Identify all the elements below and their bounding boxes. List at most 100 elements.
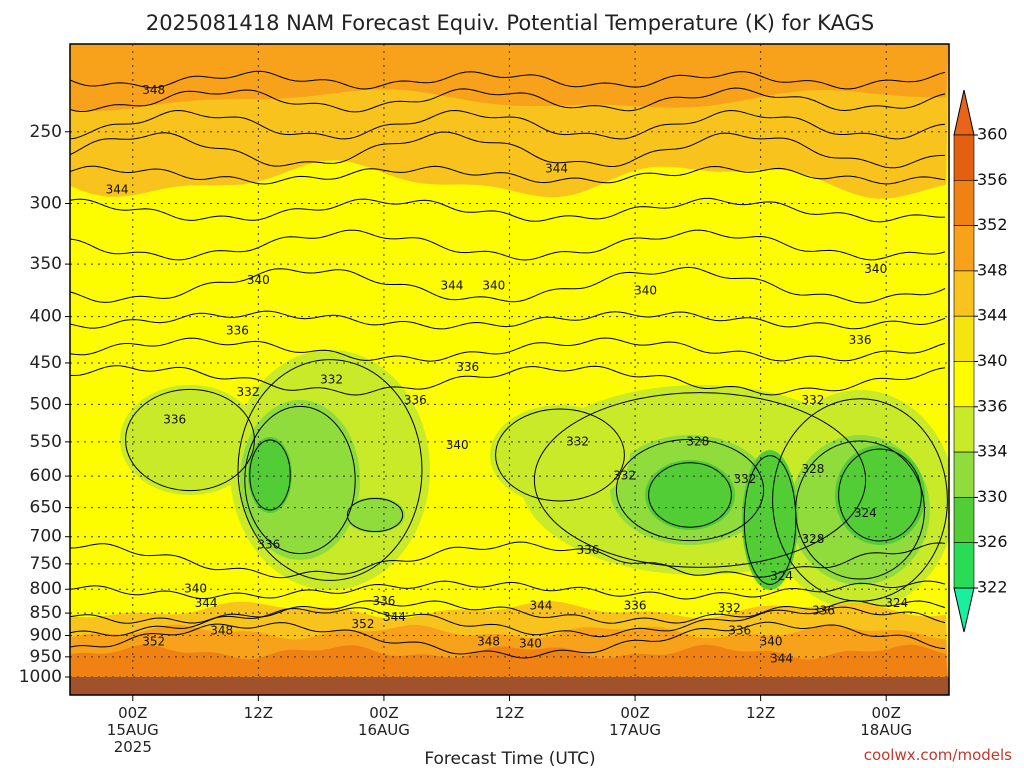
fill-blob <box>835 445 925 545</box>
contour-line <box>70 621 946 659</box>
grid-lines <box>70 44 949 678</box>
contour-label: 336 <box>372 594 395 608</box>
contour-label: 332 <box>718 601 741 615</box>
colorbar-bottom-arrow <box>953 587 975 633</box>
contour-line <box>70 109 946 140</box>
y-tick-label: 800 <box>30 579 62 599</box>
colorbar-label: 326 <box>977 532 1008 551</box>
theta-e-contours <box>70 70 948 659</box>
contour-label: 348 <box>477 635 500 649</box>
contour-label: 352 <box>142 635 165 649</box>
colorbar-segment <box>953 451 975 498</box>
contour-ring <box>772 398 948 602</box>
contour-label: 348 <box>210 624 233 638</box>
contour-ring <box>615 438 765 542</box>
y-tick-label: 600 <box>30 466 62 486</box>
contour-label: 340 <box>519 637 542 651</box>
contour-label: 340 <box>482 278 505 292</box>
colorbar-segment <box>953 497 975 543</box>
y-tick-label: 650 <box>30 498 62 518</box>
contour-line <box>70 541 946 579</box>
y-tick-label: 350 <box>30 254 62 274</box>
x-tick-label: 12Z <box>746 704 775 722</box>
y-tick-label: 450 <box>30 353 62 373</box>
colorbar-segment <box>953 542 975 589</box>
fill-blob <box>490 405 630 505</box>
x-tick-label: 00Z <box>369 704 398 722</box>
contour-line <box>70 337 946 362</box>
contour-label: 348 <box>142 83 165 97</box>
colorbar-segment <box>953 225 975 272</box>
x-tick-label: 18AUG <box>860 721 912 739</box>
x-tick-label: 00Z <box>872 704 901 722</box>
colorbar-segment <box>953 270 975 317</box>
contour-label: 344 <box>383 610 406 624</box>
y-tick-label: 500 <box>30 394 62 414</box>
contour-line <box>70 310 946 330</box>
contour-line <box>70 165 946 185</box>
contour-ring <box>237 359 423 581</box>
contour-label: 324 <box>854 506 877 520</box>
contour-line <box>70 365 946 396</box>
contour-label: 336 <box>849 333 872 347</box>
y-tick-label: 950 <box>30 647 62 667</box>
contour-ring <box>648 462 732 528</box>
colorbar-label: 360 <box>977 125 1008 144</box>
contour-ring <box>495 408 625 502</box>
colorbar: 360 356 352 348 344 340 336 334 330 326 322 <box>953 89 1008 633</box>
contour-label: 336 <box>257 538 280 552</box>
contour-ring <box>249 439 291 511</box>
contour-label: 332 <box>566 434 589 448</box>
colorbar-segment <box>953 180 975 226</box>
contour-ring <box>244 405 356 555</box>
contour-label: 340 <box>184 582 207 596</box>
contour-ring <box>346 497 404 533</box>
contour-label: 340 <box>864 262 887 276</box>
contour-label: 344 <box>195 596 218 610</box>
y-tick-label: 900 <box>30 626 62 646</box>
contour-label: 336 <box>163 412 186 426</box>
x-tick-label: 12Z <box>495 704 524 722</box>
credit-text: coolwx.com/models <box>864 746 1012 764</box>
colorbar-segment <box>953 134 975 181</box>
contour-label: 332 <box>733 472 756 486</box>
fill-blob <box>248 437 292 513</box>
contour-label: 324 <box>885 596 908 610</box>
contour-label: 336 <box>456 360 479 374</box>
ground-band <box>70 677 949 695</box>
contour-ring <box>533 392 867 568</box>
contour-label: 328 <box>802 462 825 476</box>
x-tick-label: 00Z <box>118 704 147 722</box>
contour-label: 328 <box>686 434 709 448</box>
chart-title: 2025081418 NAM Forecast Equiv. Potential… <box>146 11 874 35</box>
colorbar-segment <box>953 406 975 453</box>
x-tick-label: 16AUG <box>358 721 410 739</box>
fill-blob <box>645 460 735 530</box>
x-axis-label: Forecast Time (UTC) <box>424 749 595 768</box>
contour-label: 340 <box>634 284 657 298</box>
x-tick-label: 12Z <box>244 704 273 722</box>
contour-label: 340 <box>446 438 469 452</box>
colorbar-label: 348 <box>977 260 1008 279</box>
contour-label: 336 <box>728 624 751 638</box>
contour-label: 332 <box>320 373 343 387</box>
x-tick-label: 2025 <box>114 738 152 756</box>
contour-ring <box>743 455 797 585</box>
contour-label: 336 <box>624 599 647 613</box>
contour-label: 332 <box>236 385 259 399</box>
colorbar-label: 340 <box>977 351 1008 370</box>
contour-line <box>70 70 946 90</box>
contour-label: 344 <box>545 162 568 176</box>
y-tick-label: 550 <box>30 432 62 452</box>
x-tick-label: 00Z <box>620 704 649 722</box>
contour-label: 336 <box>812 603 835 617</box>
fill-blob <box>120 385 260 495</box>
contour-ring <box>125 388 255 492</box>
contour-label: 344 <box>529 599 552 613</box>
colorbar-segment <box>953 315 975 362</box>
x-tick-label: 17AUG <box>609 721 661 739</box>
contour-label: 324 <box>770 569 793 583</box>
